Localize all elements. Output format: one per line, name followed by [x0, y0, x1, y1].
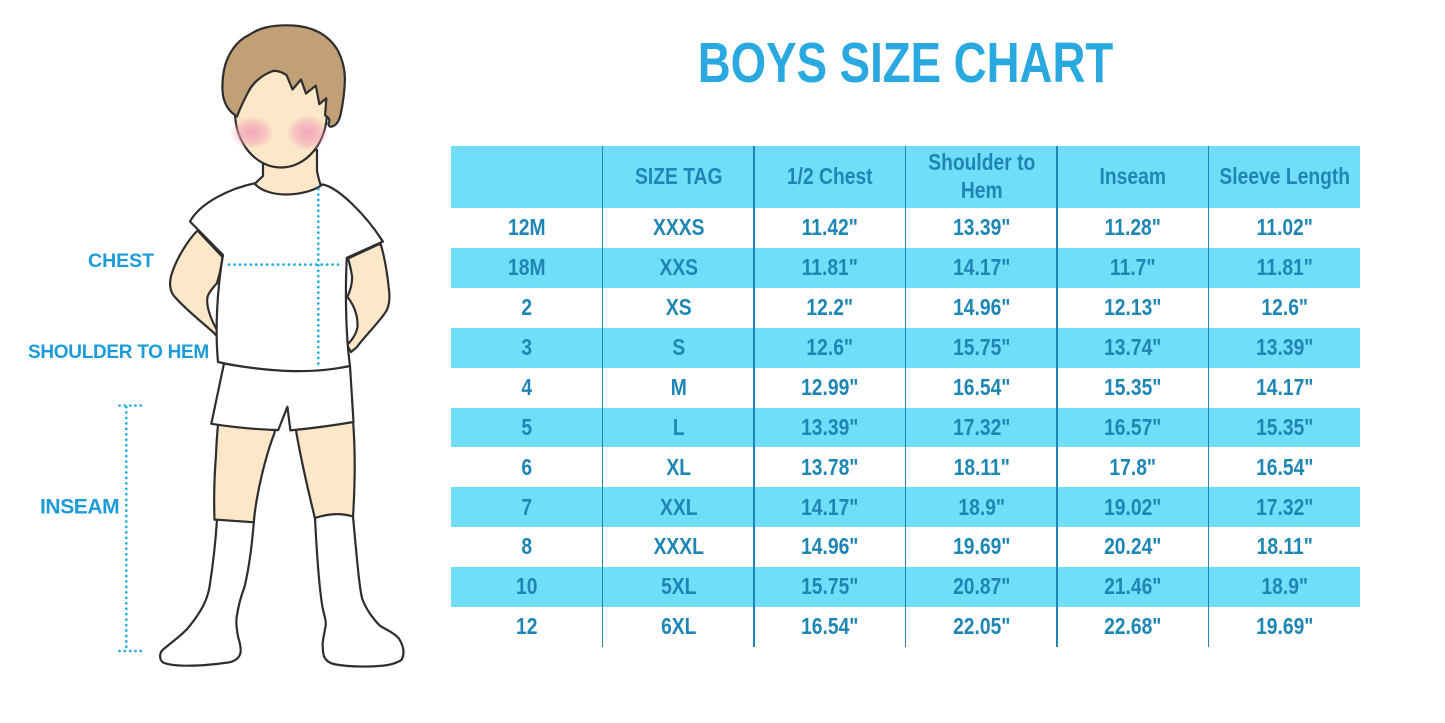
- svg-text:SHOULDER TO HEM: SHOULDER TO HEM: [28, 342, 209, 363]
- svg-text:INSEAM: INSEAM: [40, 496, 119, 519]
- svg-text:CHEST: CHEST: [88, 250, 154, 272]
